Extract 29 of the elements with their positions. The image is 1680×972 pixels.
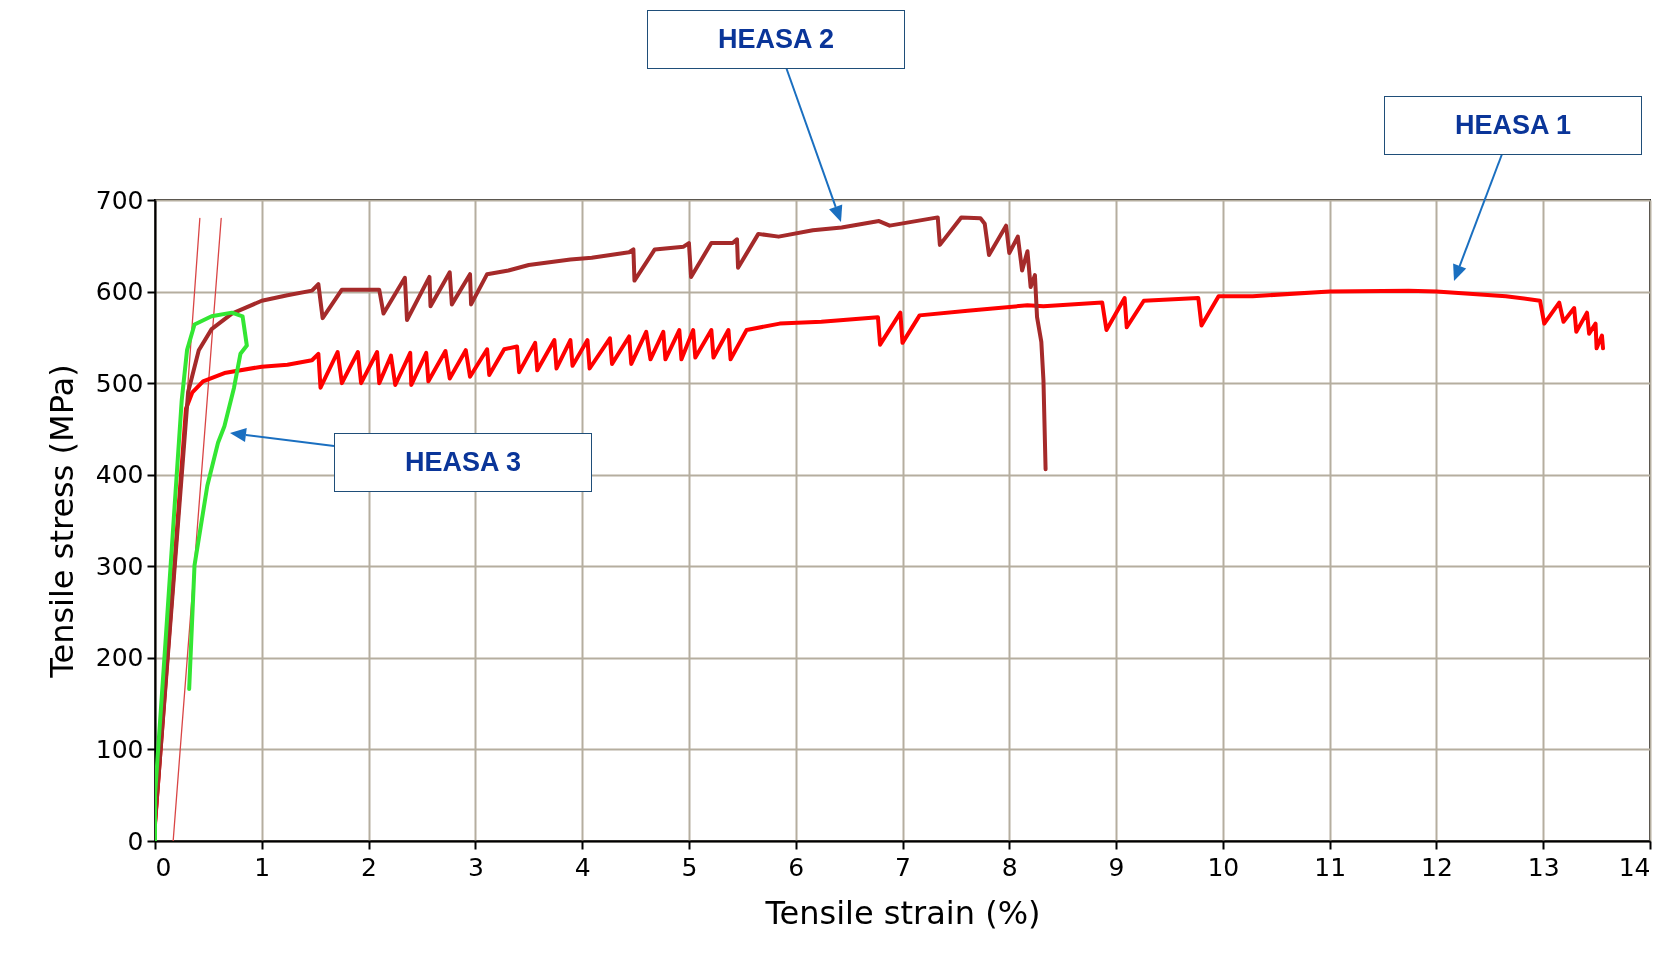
x-tick-label: 0 bbox=[155, 852, 172, 882]
x-tick-label: 14 bbox=[1618, 852, 1651, 882]
x-tick-label: 12 bbox=[1421, 852, 1453, 882]
y-tick-label: 300 bbox=[95, 551, 144, 581]
x-tick-label: 3 bbox=[467, 852, 484, 882]
y-tick-label: 0 bbox=[127, 826, 144, 856]
y-axis-title: Tensile stress (MPa) bbox=[42, 364, 81, 679]
x-tick-label: 2 bbox=[361, 852, 378, 882]
y-tick-label: 700 bbox=[95, 185, 144, 215]
x-tick-label: 10 bbox=[1207, 852, 1240, 882]
callout-box: HEASA 1 bbox=[1384, 95, 1642, 155]
y-tick-label: 400 bbox=[95, 460, 144, 490]
y-tick-label: 600 bbox=[95, 277, 144, 307]
x-tick-label: 9 bbox=[1108, 852, 1125, 882]
y-tick-label: 200 bbox=[95, 643, 144, 673]
x-tick-label: 1 bbox=[254, 852, 271, 882]
x-tick-label: 5 bbox=[681, 852, 698, 882]
x-axis-title: Tensile strain (%) bbox=[764, 893, 1041, 932]
callout-box: HEASA 3 bbox=[334, 432, 592, 492]
line-series bbox=[155, 310, 249, 841]
x-tick-label: 13 bbox=[1527, 852, 1560, 882]
x-tick-label: 6 bbox=[788, 852, 805, 882]
x-tick-label: 7 bbox=[895, 852, 911, 882]
x-tick-label: 11 bbox=[1314, 852, 1347, 882]
y-tick-label: 100 bbox=[95, 734, 144, 764]
x-tick-label: 4 bbox=[574, 852, 591, 882]
x-tick-label: 8 bbox=[1001, 852, 1018, 882]
y-tick-label: 500 bbox=[95, 368, 144, 398]
callout-box: HEASA 2 bbox=[647, 9, 905, 69]
